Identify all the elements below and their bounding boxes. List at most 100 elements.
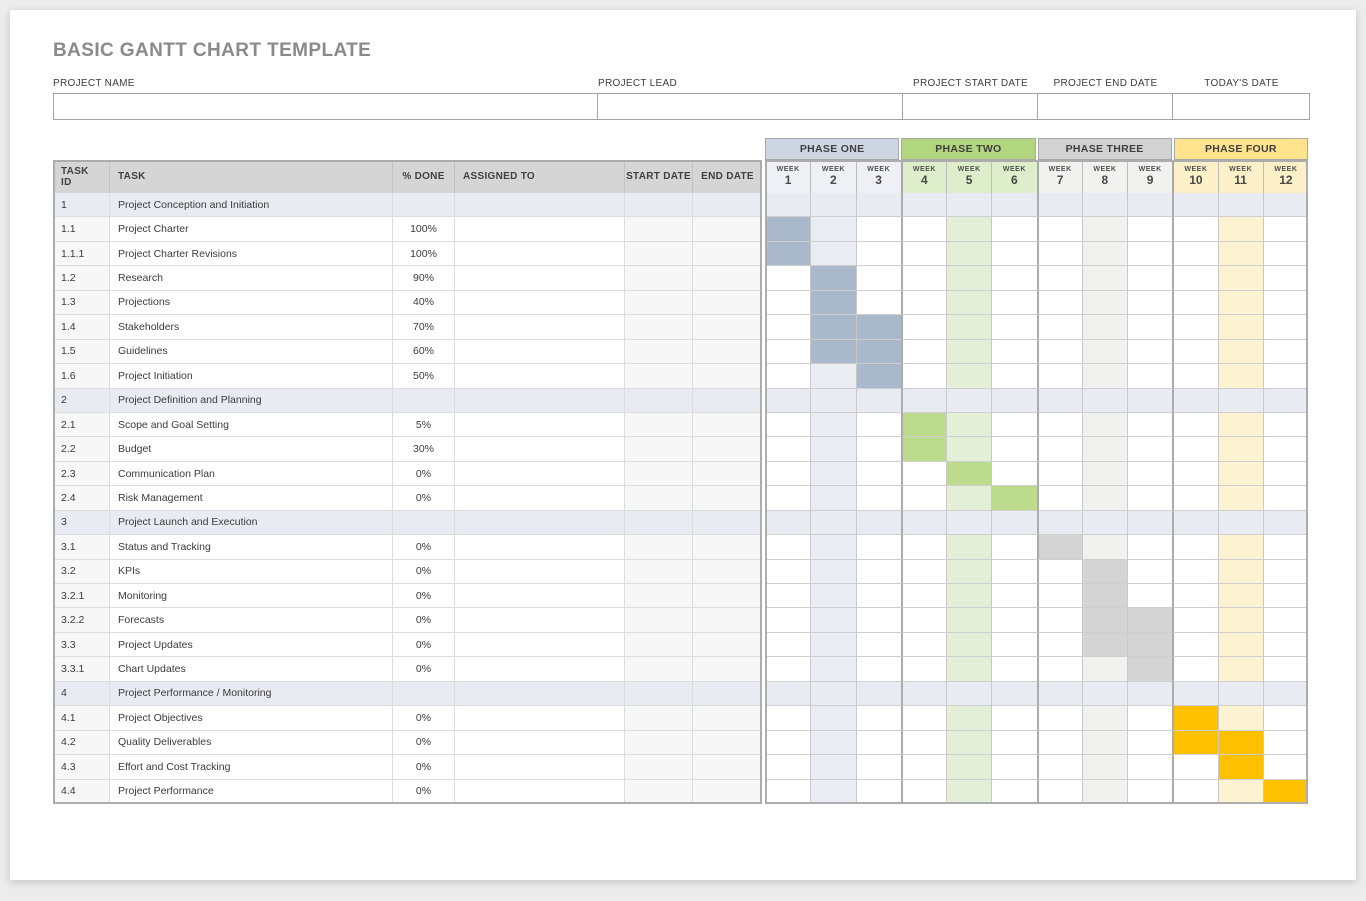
assigned-to-cell[interactable] xyxy=(455,339,625,365)
gantt-cell-week-7[interactable] xyxy=(1036,193,1082,218)
gantt-cell-week-7[interactable] xyxy=(1036,241,1082,267)
task-cell[interactable]: Project Updates xyxy=(110,632,393,658)
gantt-cell-week-12[interactable] xyxy=(1262,730,1308,756)
gantt-cell-week-11[interactable] xyxy=(1217,193,1263,218)
task-cell[interactable]: Guidelines xyxy=(110,339,393,365)
gantt-bar-cell-week-2[interactable] xyxy=(810,339,856,365)
gantt-cell-week-12[interactable] xyxy=(1262,706,1308,731)
gantt-cell-week-8[interactable] xyxy=(1081,535,1127,560)
gantt-cell-week-4[interactable] xyxy=(900,364,946,389)
task-id-cell[interactable]: 4.2 xyxy=(53,730,110,756)
gantt-cell-week-3[interactable] xyxy=(855,584,901,609)
gantt-cell-week-10[interactable] xyxy=(1172,486,1218,511)
task-id-cell[interactable]: 3.1 xyxy=(53,535,110,560)
assigned-to-cell[interactable] xyxy=(455,217,625,242)
task-id-cell[interactable]: 1.1 xyxy=(53,217,110,242)
end-date-cell[interactable] xyxy=(693,241,762,267)
end-date-cell[interactable] xyxy=(693,584,762,609)
gantt-cell-week-1[interactable] xyxy=(765,535,811,560)
gantt-cell-week-5[interactable] xyxy=(946,388,992,413)
task-cell[interactable]: Forecasts xyxy=(110,608,393,633)
gantt-cell-week-2[interactable] xyxy=(810,608,856,633)
gantt-bar-cell-week-12[interactable] xyxy=(1262,779,1308,804)
gantt-cell-week-1[interactable] xyxy=(765,584,811,609)
gantt-cell-week-10[interactable] xyxy=(1172,657,1218,682)
gantt-bar-cell-week-6[interactable] xyxy=(991,486,1037,511)
gantt-bar-cell-week-1[interactable] xyxy=(765,241,811,267)
task-id-cell[interactable]: 2.4 xyxy=(53,486,110,511)
start-date-cell[interactable] xyxy=(625,657,693,682)
assigned-to-cell[interactable] xyxy=(455,681,625,707)
gantt-cell-week-7[interactable] xyxy=(1036,730,1082,756)
end-date-cell[interactable] xyxy=(693,315,762,340)
task-cell[interactable]: Projections xyxy=(110,290,393,316)
gantt-cell-week-10[interactable] xyxy=(1172,632,1218,658)
gantt-cell-week-2[interactable] xyxy=(810,755,856,780)
gantt-cell-week-10[interactable] xyxy=(1172,266,1218,291)
percent-done-cell[interactable]: 100% xyxy=(393,217,455,242)
task-id-cell[interactable]: 4.4 xyxy=(53,779,110,804)
gantt-cell-week-2[interactable] xyxy=(810,193,856,218)
percent-done-cell[interactable] xyxy=(393,681,455,707)
gantt-cell-week-4[interactable] xyxy=(900,755,946,780)
gantt-cell-week-11[interactable] xyxy=(1217,461,1263,487)
gantt-cell-week-1[interactable] xyxy=(765,388,811,413)
task-cell[interactable]: Effort and Cost Tracking xyxy=(110,755,393,780)
task-id-cell[interactable]: 3 xyxy=(53,510,110,536)
gantt-cell-week-12[interactable] xyxy=(1262,510,1308,536)
start-date-cell[interactable] xyxy=(625,755,693,780)
end-date-cell[interactable] xyxy=(693,706,762,731)
gantt-cell-week-6[interactable] xyxy=(991,779,1037,804)
gantt-cell-week-2[interactable] xyxy=(810,388,856,413)
start-date-cell[interactable] xyxy=(625,486,693,511)
gantt-cell-week-5[interactable] xyxy=(946,437,992,462)
gantt-cell-week-1[interactable] xyxy=(765,461,811,487)
gantt-bar-cell-week-7[interactable] xyxy=(1036,535,1082,560)
task-id-cell[interactable]: 1.5 xyxy=(53,339,110,365)
gantt-cell-week-11[interactable] xyxy=(1217,559,1263,584)
gantt-cell-week-10[interactable] xyxy=(1172,755,1218,780)
assigned-to-cell[interactable] xyxy=(455,266,625,291)
gantt-cell-week-5[interactable] xyxy=(946,217,992,242)
gantt-cell-week-3[interactable] xyxy=(855,706,901,731)
gantt-cell-week-3[interactable] xyxy=(855,217,901,242)
percent-done-cell[interactable]: 0% xyxy=(393,755,455,780)
gantt-cell-week-6[interactable] xyxy=(991,364,1037,389)
gantt-cell-week-2[interactable] xyxy=(810,412,856,438)
task-cell[interactable]: Project Charter xyxy=(110,217,393,242)
gantt-cell-week-1[interactable] xyxy=(765,315,811,340)
gantt-cell-week-11[interactable] xyxy=(1217,437,1263,462)
gantt-cell-week-4[interactable] xyxy=(900,290,946,316)
gantt-cell-week-2[interactable] xyxy=(810,364,856,389)
start-date-cell[interactable] xyxy=(625,193,693,218)
gantt-cell-week-5[interactable] xyxy=(946,315,992,340)
gantt-cell-week-1[interactable] xyxy=(765,412,811,438)
gantt-cell-week-5[interactable] xyxy=(946,706,992,731)
end-date-cell[interactable] xyxy=(693,388,762,413)
task-cell[interactable]: Project Launch and Execution xyxy=(110,510,393,536)
task-id-cell[interactable]: 4.3 xyxy=(53,755,110,780)
gantt-cell-week-12[interactable] xyxy=(1262,290,1308,316)
gantt-bar-cell-week-2[interactable] xyxy=(810,315,856,340)
gantt-cell-week-5[interactable] xyxy=(946,364,992,389)
gantt-cell-week-7[interactable] xyxy=(1036,364,1082,389)
task-id-cell[interactable]: 3.2 xyxy=(53,559,110,584)
gantt-cell-week-5[interactable] xyxy=(946,535,992,560)
percent-done-cell[interactable]: 0% xyxy=(393,461,455,487)
gantt-cell-week-9[interactable] xyxy=(1127,681,1173,707)
end-date-cell[interactable] xyxy=(693,290,762,316)
gantt-cell-week-3[interactable] xyxy=(855,510,901,536)
assigned-to-cell[interactable] xyxy=(455,412,625,438)
gantt-cell-week-8[interactable] xyxy=(1081,437,1127,462)
gantt-cell-week-9[interactable] xyxy=(1127,217,1173,242)
gantt-bar-cell-week-4[interactable] xyxy=(900,412,946,438)
gantt-cell-week-4[interactable] xyxy=(900,706,946,731)
gantt-cell-week-6[interactable] xyxy=(991,217,1037,242)
gantt-bar-cell-week-3[interactable] xyxy=(855,364,901,389)
start-date-cell[interactable] xyxy=(625,681,693,707)
gantt-cell-week-8[interactable] xyxy=(1081,730,1127,756)
gantt-cell-week-3[interactable] xyxy=(855,559,901,584)
task-cell[interactable]: Project Performance / Monitoring xyxy=(110,681,393,707)
gantt-cell-week-3[interactable] xyxy=(855,388,901,413)
gantt-cell-week-9[interactable] xyxy=(1127,388,1173,413)
